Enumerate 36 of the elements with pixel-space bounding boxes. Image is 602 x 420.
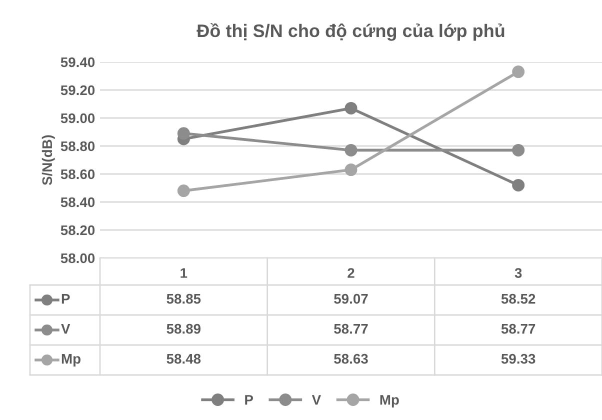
x-tick-label: 1 bbox=[180, 268, 188, 278]
y-tick-label: 59.40 bbox=[60, 57, 95, 68]
y-axis-title: S/N(dB) bbox=[42, 135, 55, 186]
y-tick-label: 58.80 bbox=[60, 141, 95, 152]
chart-title: Đồ thị S/N cho độ cứng của lớp phủ bbox=[196, 23, 504, 41]
y-tick-label: 59.00 bbox=[60, 113, 95, 124]
text: Mp bbox=[380, 395, 399, 408]
point bbox=[512, 144, 525, 156]
data-label: 58.63 bbox=[334, 354, 368, 364]
data-label: 58.77 bbox=[501, 324, 536, 334]
data-label: 58.52 bbox=[501, 294, 536, 304]
data-label: 58.85 bbox=[166, 294, 201, 304]
y-tick-label: 59.20 bbox=[60, 85, 95, 96]
point bbox=[344, 144, 358, 156]
legend-label: V bbox=[61, 324, 70, 334]
data-label: 58.48 bbox=[166, 354, 201, 364]
legend-label: Mp bbox=[62, 354, 80, 366]
point bbox=[177, 127, 190, 140]
data-label: 58.89 bbox=[166, 324, 201, 334]
x-tick-label: 3 bbox=[514, 268, 522, 278]
x-tick-label: 2 bbox=[348, 268, 354, 278]
y-tick-label: 58.00 bbox=[60, 253, 95, 264]
y-tick-label: 58.60 bbox=[60, 169, 95, 180]
point bbox=[344, 164, 358, 176]
text: P bbox=[245, 395, 253, 405]
point bbox=[512, 66, 525, 78]
point bbox=[512, 178, 525, 192]
legend-label: P bbox=[62, 294, 70, 304]
data-label: 59.33 bbox=[501, 354, 536, 364]
data-label: 58.77 bbox=[334, 324, 368, 334]
y-tick-label: 58.40 bbox=[60, 197, 95, 208]
point bbox=[344, 102, 358, 114]
text: V bbox=[312, 395, 321, 405]
data-label: 59.07 bbox=[334, 294, 368, 304]
point bbox=[177, 184, 190, 198]
y-tick-label: 58.20 bbox=[60, 225, 95, 236]
